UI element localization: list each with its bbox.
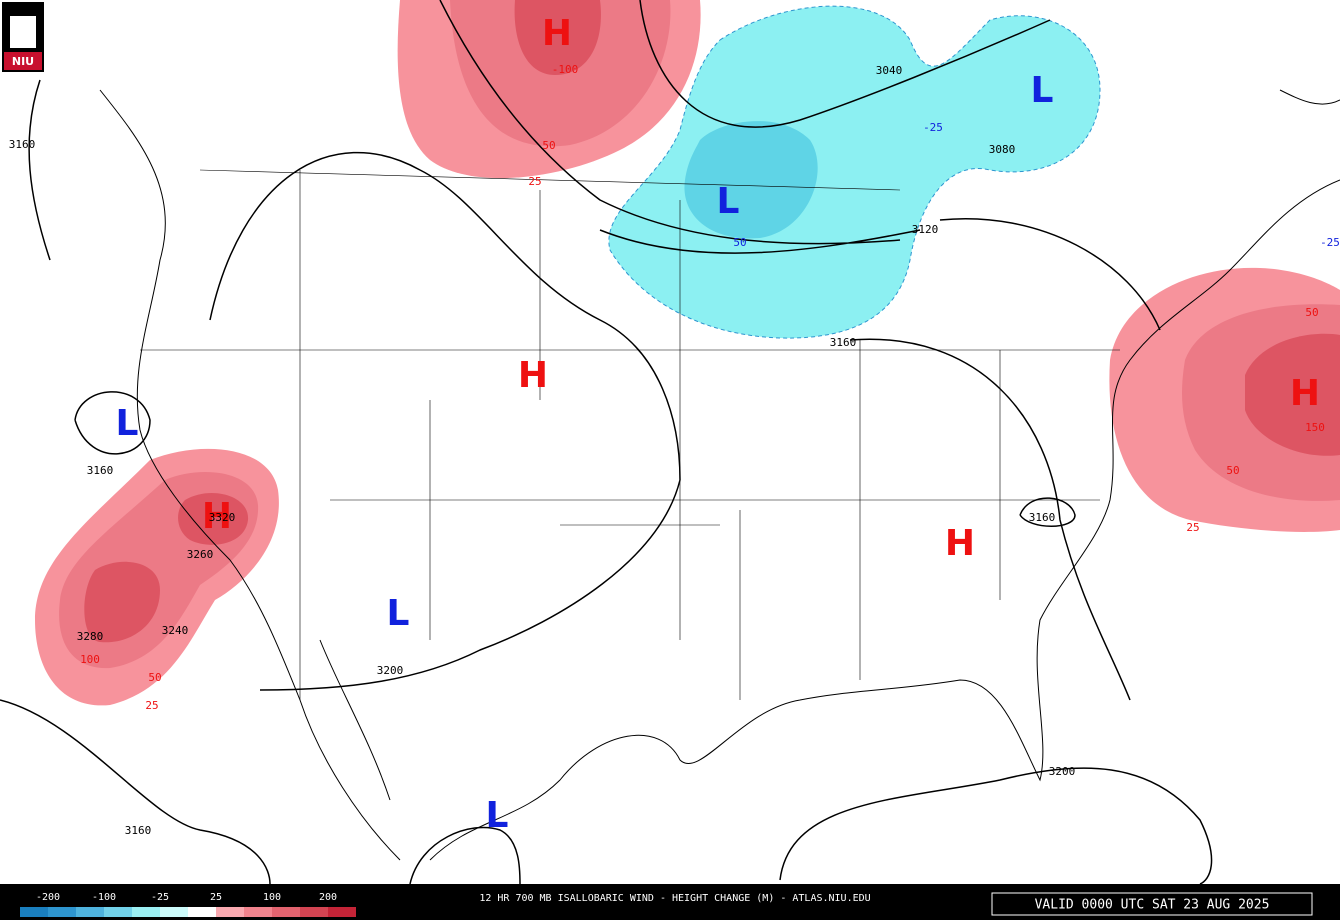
change-label: 50 — [1226, 464, 1239, 477]
change-label: 50 — [733, 236, 746, 249]
fall-area — [608, 5, 1101, 339]
change-label: 100 — [80, 653, 100, 666]
legend-label: -200 — [36, 892, 60, 903]
rise-area — [1245, 333, 1340, 456]
contour-label: 3160 — [125, 824, 152, 837]
legend-label: 100 — [263, 892, 281, 903]
pressure-center: H — [202, 496, 232, 537]
contour-label: 3280 — [77, 630, 104, 643]
pressure-center: H — [945, 523, 975, 564]
state-borders — [140, 169, 1120, 700]
logo-banner — [4, 52, 42, 70]
contour-label: 3260 — [187, 548, 214, 561]
valid-box — [991, 892, 1313, 916]
legend-swatch — [76, 907, 104, 917]
change-label: -100 — [552, 63, 579, 76]
contour-label: 3200 — [377, 664, 404, 677]
logo-building — [10, 16, 36, 48]
contour-label: 3080 — [989, 143, 1016, 156]
pressure-center: L — [1031, 70, 1054, 111]
change-label: 25 — [145, 699, 158, 712]
contour-label: 3160 — [1029, 511, 1056, 524]
change-label: -25 — [923, 121, 943, 134]
pressure-center: H — [518, 355, 548, 396]
legend-swatch — [132, 907, 160, 917]
contour-label: 3120 — [912, 223, 939, 236]
contour-label: 3320 — [209, 511, 236, 524]
legend-swatch — [20, 907, 48, 917]
pressure-center: L — [116, 403, 139, 444]
legend-swatch — [272, 907, 300, 917]
legend-swatch — [328, 907, 356, 917]
legend-swatch — [216, 907, 244, 917]
legend-swatch — [104, 907, 132, 917]
fall-area — [684, 121, 818, 239]
change-label: 50 — [148, 671, 161, 684]
pressure-center: H — [542, 13, 572, 54]
change-label: 50 — [1305, 306, 1318, 319]
legend-label: 200 — [319, 892, 337, 903]
contour-label: 3200 — [1049, 765, 1076, 778]
legend-label: -25 — [151, 892, 169, 903]
legend-swatch — [48, 907, 76, 917]
logo-text: NIU — [12, 55, 34, 68]
contour-label: 3160 — [830, 336, 857, 349]
contour-label: 3240 — [162, 624, 189, 637]
logo: NIU — [2, 2, 44, 72]
coastline — [99, 89, 1340, 861]
change-label: -25 — [1320, 236, 1340, 249]
legend-label: 25 — [210, 892, 222, 903]
change-label: 150 — [1305, 421, 1325, 434]
contour-label: 3040 — [876, 64, 903, 77]
map-title: 12 HR 700 MB ISALLOBARIC WIND - HEIGHT C… — [479, 893, 870, 904]
pressure-center: L — [717, 181, 740, 222]
height-contours — [0, 0, 1213, 885]
legend-swatch — [188, 907, 216, 917]
legend-swatch — [300, 907, 328, 917]
contour-label: 3160 — [9, 138, 36, 151]
contour-label: 3160 — [87, 464, 114, 477]
map-background — [0, 0, 1340, 884]
legend-swatch — [244, 907, 272, 917]
legend-label: -100 — [92, 892, 116, 903]
change-label: 25 — [1186, 521, 1199, 534]
rise-area — [514, 0, 601, 75]
pressure-center: L — [486, 795, 509, 836]
change-label: 25 — [528, 175, 541, 188]
pressure-center: H — [1290, 373, 1320, 414]
rise-area — [84, 492, 249, 643]
pressure-center: L — [387, 593, 410, 634]
legend-swatch — [160, 907, 188, 917]
change-label: 50 — [542, 139, 555, 152]
valid-time: VALID 0000 UTC SAT 23 AUG 2025 — [1035, 898, 1270, 913]
